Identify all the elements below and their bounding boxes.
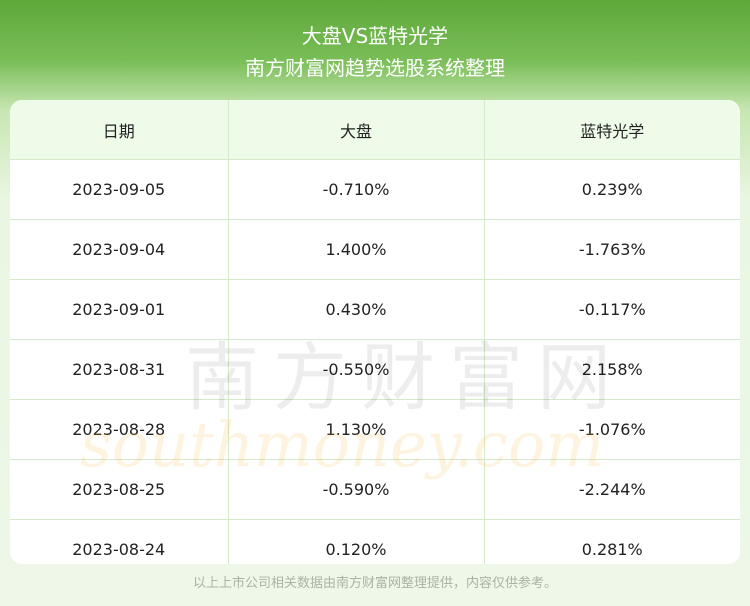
column-header-market: 大盘 bbox=[228, 100, 485, 160]
data-table-panel: 日期 大盘 蓝特光学 2023-09-05 -0.710% 0.239% 202… bbox=[10, 100, 740, 564]
table-row: 2023-08-28 1.130% -1.076% bbox=[10, 399, 740, 460]
page-subtitle: 南方财富网趋势选股系统整理 bbox=[245, 56, 505, 80]
footer-disclaimer: 以上上市公司相关数据由南方财富网整理提供，内容仅供参考。 bbox=[192, 576, 557, 591]
market-change-cell: -0.550% bbox=[228, 339, 485, 400]
market-change-cell: -0.710% bbox=[228, 159, 485, 220]
column-header-date: 日期 bbox=[10, 100, 229, 160]
market-change-cell: 1.400% bbox=[228, 219, 485, 280]
stock-change-cell: -1.763% bbox=[484, 219, 740, 280]
column-header-stock: 蓝特光学 bbox=[484, 100, 740, 160]
stock-change-cell: 2.158% bbox=[484, 339, 740, 400]
market-change-cell: -0.590% bbox=[228, 459, 485, 520]
table-row: 2023-09-05 -0.710% 0.239% bbox=[10, 159, 740, 220]
date-cell: 2023-09-05 bbox=[10, 159, 229, 220]
date-cell: 2023-08-24 bbox=[10, 519, 229, 564]
stock-change-cell: -0.117% bbox=[484, 279, 740, 340]
date-cell: 2023-08-28 bbox=[10, 399, 229, 460]
header: 大盘VS蓝特光学 南方财富网趋势选股系统整理 bbox=[0, 0, 750, 100]
comparison-table: 日期 大盘 蓝特光学 2023-09-05 -0.710% 0.239% 202… bbox=[10, 100, 740, 564]
date-cell: 2023-09-04 bbox=[10, 219, 229, 280]
stock-change-cell: -2.244% bbox=[484, 459, 740, 520]
date-cell: 2023-08-31 bbox=[10, 339, 229, 400]
table-row: 2023-08-25 -0.590% -2.244% bbox=[10, 459, 740, 520]
table-row: 2023-09-01 0.430% -0.117% bbox=[10, 279, 740, 340]
stock-change-cell: 0.239% bbox=[484, 159, 740, 220]
table-row: 2023-08-31 -0.550% 2.158% bbox=[10, 339, 740, 400]
market-change-cell: 1.130% bbox=[228, 399, 485, 460]
stock-change-cell: 0.281% bbox=[581, 540, 643, 559]
market-change-cell: 0.430% bbox=[228, 279, 485, 340]
table-row: 2023-08-24 0.120% 0.281% bbox=[10, 519, 740, 564]
date-cell: 2023-08-25 bbox=[10, 459, 229, 520]
date-cell: 2023-09-01 bbox=[10, 279, 229, 340]
table-row: 2023-09-04 1.400% -1.763% bbox=[10, 219, 740, 280]
market-change-cell: 0.120% bbox=[228, 519, 485, 564]
stock-change-cell: -1.076% bbox=[484, 399, 740, 460]
table-header-row: 日期 大盘 蓝特光学 bbox=[10, 100, 740, 160]
page-title: 大盘VS蓝特光学 bbox=[301, 24, 449, 48]
